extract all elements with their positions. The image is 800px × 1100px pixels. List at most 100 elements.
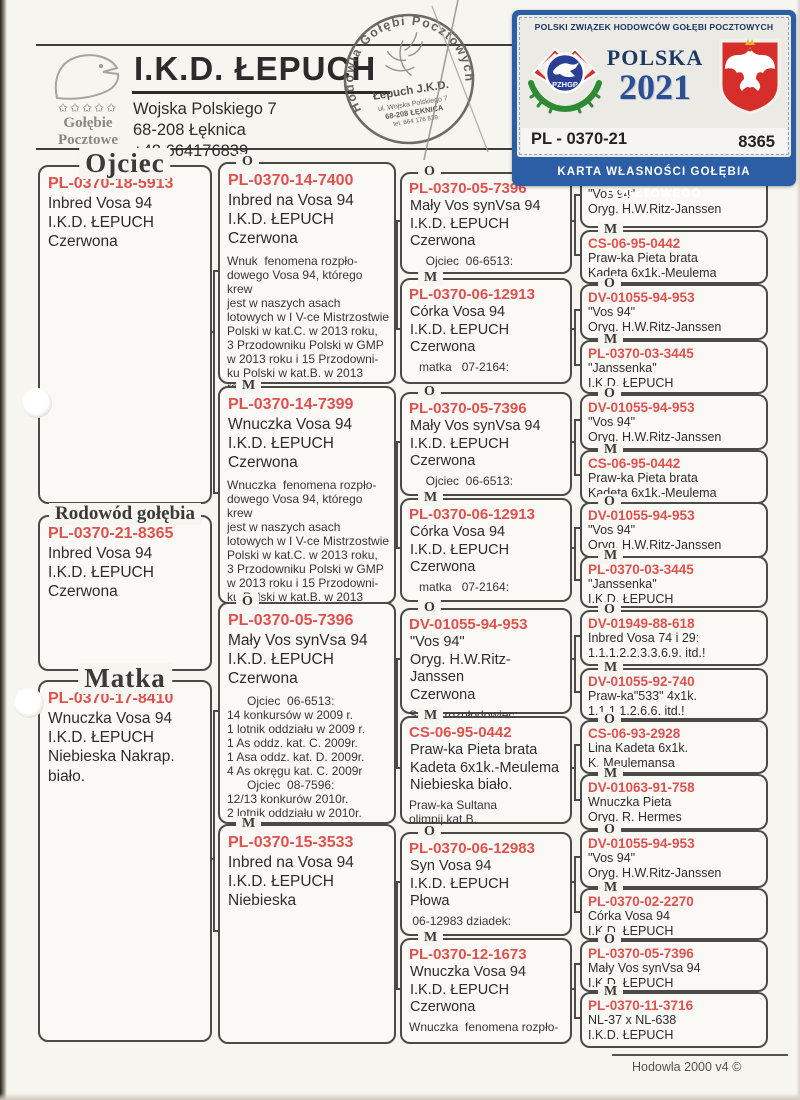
sex-tag: O <box>418 824 441 840</box>
pigeon-head-icon <box>54 54 120 100</box>
sex-tag: O <box>418 164 441 180</box>
connector-line <box>574 364 580 366</box>
pedigree-box-gen3-2: M PL-0370-06-12913 Córka Vosa 94 I.K.D. … <box>400 270 572 384</box>
ring-series: PL - 0370-21 <box>531 130 628 148</box>
pedigree-box-gen4-11: O CS-06-93-2928 Lina Kadeta 6x1k. K. Meu… <box>580 712 768 774</box>
pigeon-color: Niebieska <box>228 892 297 910</box>
pigeon-name: Wnuczka Vosa 94 <box>410 964 527 980</box>
pigeon-name: "Vos 94" <box>588 851 636 865</box>
pzhgp-year-badge: POLSKI ZWIĄZEK HODOWCÓW GOŁĘBI POCZTOWYC… <box>512 10 796 200</box>
sex-tag: M <box>598 222 624 238</box>
pigeon-color: Czerwona <box>410 559 476 576</box>
pigeon-name: Praw-ka"533" 4x1k. <box>588 689 697 703</box>
ring-number: DV-01055-94-953 <box>588 836 695 851</box>
pigeon-name: Mały Vos synVsa 94 <box>410 198 541 214</box>
sex-tag: O <box>236 594 259 610</box>
ring-number: CS-06-95-0442 <box>588 456 681 471</box>
ring-number: PL-0370-06-12913 <box>409 506 535 523</box>
federation-name: POLSKI ZWIĄZEK HODOWCÓW GOŁĘBI POCZTOWYC… <box>534 22 774 32</box>
pedigree-box-gen3-7: O PL-0370-06-12983 Syn Vosa 94 I.K.D. ŁE… <box>400 824 572 936</box>
connector-line <box>574 309 576 366</box>
pigeon-note: Ojciec 06-6513: 14 konkursów w 2009 r. 1… <box>227 693 366 820</box>
connector-line <box>574 527 576 581</box>
badge-middle-row: PZHGP POLSKA 2021 <box>517 37 791 123</box>
pigeon-name: Mały Vos synVsa 94 <box>410 418 541 434</box>
stamp-sketch-icon <box>385 32 423 77</box>
pigeon-color: Płowa <box>410 893 450 910</box>
pigeon-note: Wnuczka fenomena rozpło- dowego Vosa 94,… <box>227 477 390 632</box>
pigeon-name: "Janssenka" <box>588 577 657 591</box>
pigeon-loft: I.K.D. ŁEPUCH <box>48 564 154 582</box>
pigeon-color: Czerwona <box>228 230 298 248</box>
scan-bottom-edge <box>0 1093 800 1100</box>
ring-number: DV-01055-92-740 <box>588 674 695 689</box>
ring-number: CS-06-95-0442 <box>409 724 512 741</box>
sex-tag: M <box>598 442 624 458</box>
pigeon-lines: Mały Vos synVsa 94 I.K.D. ŁEPUCH Czerwon… <box>228 631 388 689</box>
sex-tag: M <box>236 816 262 832</box>
pigeon-note: Wnuczka fenomena rozpło- <box>409 1020 559 1035</box>
sex-tag: M <box>598 332 624 348</box>
subject-label: Rodowód gołębia <box>49 503 201 525</box>
pigeon-note: Ojciec 06-6513: <box>409 254 514 269</box>
connector-line <box>574 691 580 693</box>
mother-label: Matka <box>78 663 172 694</box>
connector-line <box>396 658 398 769</box>
connector-line <box>574 635 576 693</box>
connector-line <box>568 547 576 549</box>
connector-line <box>568 220 576 222</box>
pigeon-note: 06-12983 dziadek: <box>409 914 512 929</box>
sex-tag: O <box>598 932 621 948</box>
pedigree-box-gen2-4: M PL-0370-15-3533 Inbred na Vosa 94 I.K.… <box>218 816 396 1044</box>
pigeon-origin: Oryg. H.W.Ritz-Janssen <box>588 866 722 880</box>
pigeon-name: Praw-ka Pieta brata <box>588 471 698 485</box>
pigeon-lines: Wnuczka Vosa 94 I.K.D. ŁEPUCH Czerwona <box>228 415 388 473</box>
connector-line <box>396 988 400 990</box>
pedigree-box-gen4-12: M DV-01063-91-758 Wnuczka Pieta Oryg. R.… <box>580 766 768 830</box>
badge-ring-bar: PL - 0370-21 8365 <box>521 128 787 154</box>
ring-number: DV-01055-94-953 <box>588 400 695 415</box>
loft-logo: ✩✩✩✩✩ Gołębie Pocztowe <box>40 50 136 149</box>
sex-tag: O <box>598 602 621 618</box>
sex-tag: O <box>598 276 621 292</box>
ring-number: PL-0370-12-1673 <box>409 946 527 963</box>
pigeon-name: Córka Vosa 94 <box>410 304 506 320</box>
pedigree-box-gen3-8: M PL-0370-12-1673 Wnuczka Vosa 94 I.K.D.… <box>400 930 572 1044</box>
father-label: Ojciec <box>79 148 171 179</box>
pigeon-name: "Vos 94" <box>588 523 636 537</box>
ring-number: PL-0370-05-7396 <box>588 946 694 961</box>
pigeon-lines: Inbred Vosa 94 I.K.D. ŁEPUCH Czerwona <box>48 544 204 602</box>
pigeon-lines: Mały Vos synVsa 94 I.K.D. ŁEPUCH Czerwon… <box>410 418 564 471</box>
connector-line <box>574 309 580 311</box>
loft-round-stamp: Hodowla Gołębi Pocztowych Łepuch J.K.D. … <box>330 0 488 158</box>
hole-punch <box>14 688 44 718</box>
badge-country: POLSKA <box>606 45 704 70</box>
connector-line <box>574 744 576 801</box>
ring-number: PL-0370-21-8365 <box>48 525 174 542</box>
logo-text-line1: Gołębie <box>63 115 113 131</box>
emblem-acronym: PZHGP <box>552 80 578 89</box>
connector-line <box>396 441 398 549</box>
header-bottom-rule <box>36 148 772 150</box>
sex-tag: O <box>598 822 621 838</box>
logo-stars: ✩✩✩✩✩ <box>57 101 119 115</box>
connector-line <box>574 194 576 256</box>
pedigree-box-gen3-5: O DV-01055-94-953 "Vos 94" Oryg. H.W.Rit… <box>400 600 572 722</box>
badge-year: 2021 <box>619 67 691 107</box>
ring-number: PL-0370-14-7399 <box>228 396 354 413</box>
scan-right-edge <box>796 0 800 1100</box>
pigeon-name: Mały Vos synVsa 94 <box>228 632 368 649</box>
pigeon-color: Czerwona <box>228 670 298 688</box>
pigeon-name: Inbred na Vosa 94 <box>228 854 354 871</box>
connector-line <box>396 328 400 330</box>
connector-line <box>213 710 215 932</box>
pigeon-loft: I.K.D. ŁEPUCH <box>410 435 510 452</box>
pigeon-color: Czerwona <box>48 583 118 601</box>
connector-line <box>574 744 580 746</box>
connector-line <box>574 963 580 965</box>
sex-tag: O <box>418 600 441 616</box>
pedigree-box-subject: Rodowód gołębia PL-0370-21-8365 Inbred V… <box>38 503 212 671</box>
pigeon-loft: I.K.D. ŁEPUCH <box>228 435 334 453</box>
connector-line <box>574 1017 580 1019</box>
